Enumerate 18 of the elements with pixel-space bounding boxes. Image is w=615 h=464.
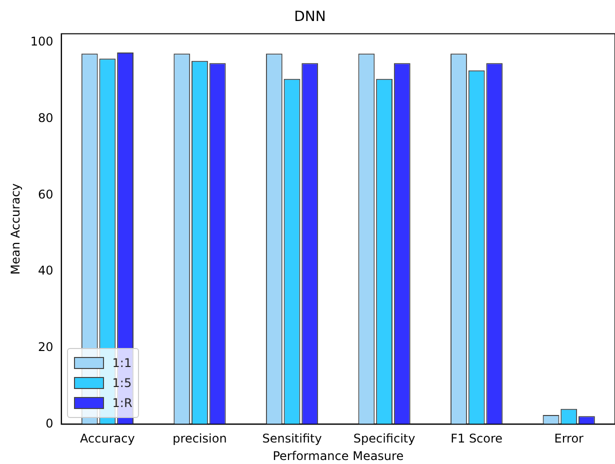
y-tick-label: 0 <box>46 416 54 430</box>
y-tick-label: 60 <box>38 187 54 202</box>
x-tick-label: Sensitifity <box>262 432 322 446</box>
y-tick-label: 80 <box>38 111 54 126</box>
x-tick-label: Specificity <box>353 432 416 446</box>
chart-title: DNN <box>294 9 326 26</box>
y-tick-label: 40 <box>38 264 54 278</box>
x-tick-label: precision <box>172 432 227 446</box>
x-tick-label: Error <box>554 432 584 446</box>
y-tick-label: 20 <box>38 340 54 354</box>
x-axis-title: Performance Measure <box>272 448 404 463</box>
legend-label: 1:R <box>112 396 132 410</box>
x-tick-label: F1 Score <box>450 432 503 446</box>
legend-label: 1:5 <box>112 376 132 390</box>
legend-label: 1:1 <box>112 356 132 370</box>
y-tick-label: 100 <box>30 34 54 49</box>
x-tick-label: Accuracy <box>80 432 135 446</box>
y-axis-title: Mean Accuracy <box>8 183 22 275</box>
